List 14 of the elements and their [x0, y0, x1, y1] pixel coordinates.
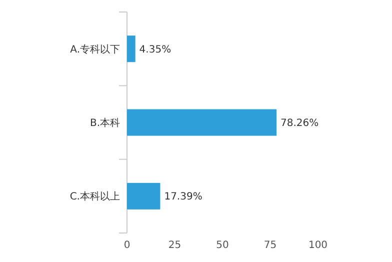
bar	[127, 182, 160, 210]
data-label: 17.39%	[164, 192, 202, 203]
x-tick-label: 50	[216, 240, 229, 251]
x-tick-label: 25	[168, 240, 182, 251]
x-tick-label: 75	[264, 240, 277, 251]
bar	[127, 109, 276, 136]
x-tick-label: 0	[124, 240, 130, 251]
y-tick-label: A.专科以下	[70, 43, 120, 56]
data-label: 4.35%	[139, 44, 172, 56]
data-label: 78.26%	[280, 118, 319, 129]
y-tick-label: B.本科	[90, 117, 120, 129]
bar	[127, 36, 136, 62]
x-tick-label: 100	[308, 240, 328, 251]
y-tick-label: C.本科以上	[70, 190, 120, 203]
